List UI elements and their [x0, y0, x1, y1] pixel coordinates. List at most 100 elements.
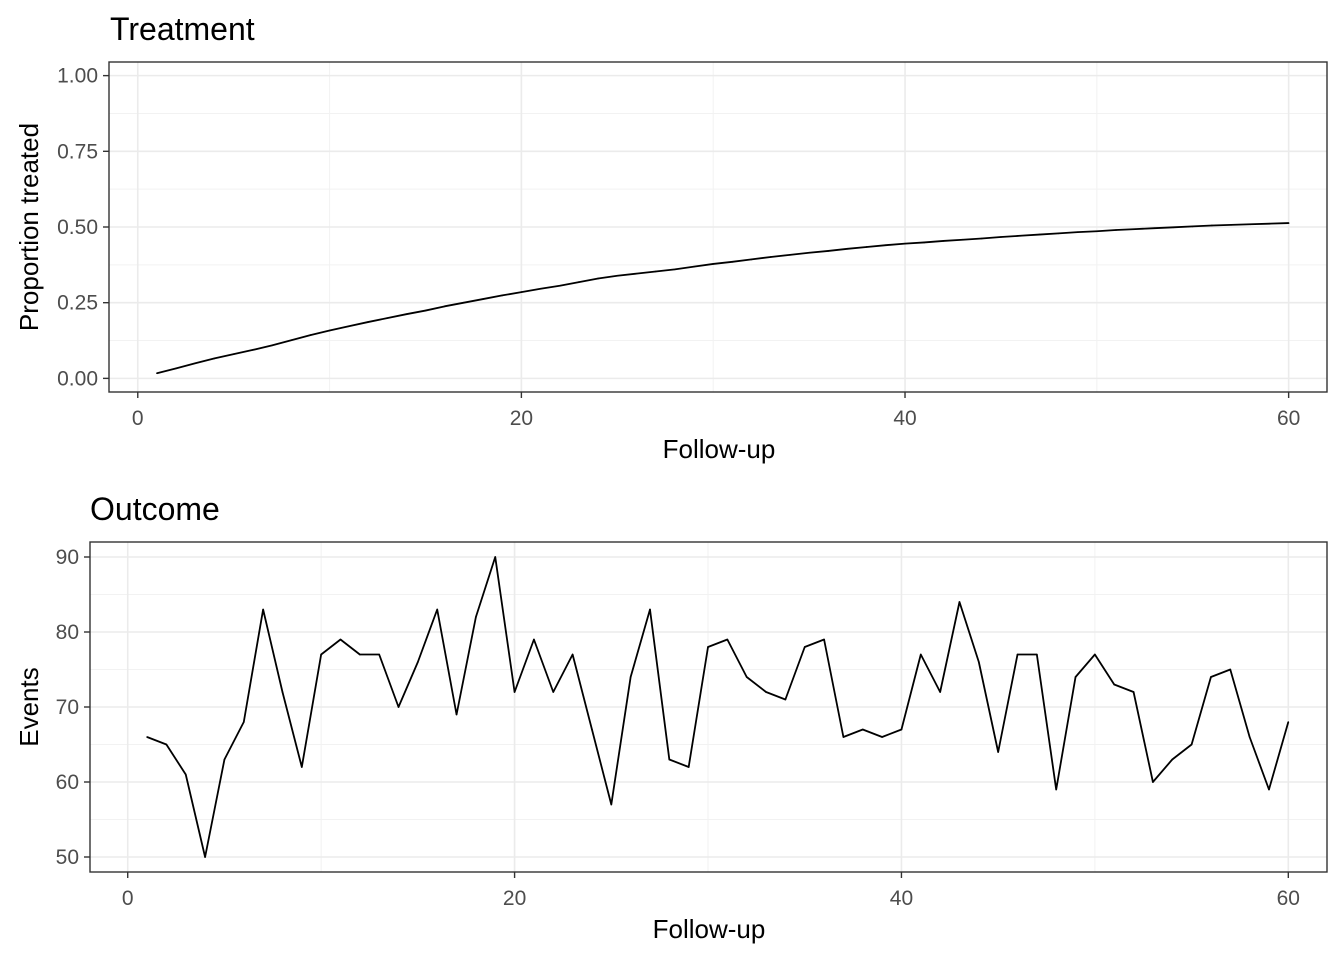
data-point: [1094, 653, 1096, 656]
x-tick-label: 60: [1277, 407, 1300, 430]
data-point: [1171, 758, 1174, 761]
data-point: [978, 661, 980, 663]
chart-title: Outcome: [90, 491, 220, 527]
data-point: [904, 242, 906, 245]
chart-title: Treatment: [110, 11, 255, 47]
data-point: [194, 362, 197, 365]
y-tick-label: 50: [56, 846, 79, 869]
data-point: [533, 638, 535, 641]
data-point: [1172, 226, 1175, 229]
data-point: [386, 317, 388, 319]
data-point: [823, 638, 825, 641]
data-point: [885, 244, 887, 246]
data-point: [242, 721, 245, 723]
x-tick-label: 0: [132, 407, 144, 430]
data-point: [232, 353, 235, 355]
data-point: [339, 638, 342, 641]
data-point: [301, 766, 303, 768]
data-point: [501, 294, 504, 297]
treatment-chart: Treatment 0.00 0.25 0.50 0.75 1.00 0 20 40 60 F…: [14, 11, 1328, 464]
data-point: [290, 339, 293, 342]
data-point: [939, 691, 941, 693]
x-axis-title: Follow-up: [663, 434, 776, 464]
data-point: [1268, 788, 1270, 791]
outcome-chart: Outcome 50 60 70 80 90 0 20 40 60 Follow-up Eve…: [14, 491, 1328, 944]
data-point: [184, 773, 187, 776]
data-point: [942, 240, 945, 242]
data-point: [961, 238, 964, 241]
data-point: [707, 646, 709, 648]
data-point: [223, 758, 226, 761]
outcome-y-axis: 50 60 70 80 90: [56, 546, 90, 869]
data-point: [827, 250, 830, 252]
data-point: [668, 758, 671, 761]
data-point: [513, 691, 516, 693]
data-point: [494, 556, 497, 558]
data-point: [610, 803, 613, 806]
data-point: [1074, 676, 1077, 678]
data-point: [1249, 223, 1252, 226]
data-point: [919, 653, 922, 656]
data-point: [417, 661, 419, 663]
y-tick-label: 80: [56, 621, 79, 644]
data-point: [1132, 691, 1135, 693]
data-point: [1248, 736, 1251, 738]
x-tick-label: 0: [122, 887, 134, 910]
data-point: [552, 691, 555, 693]
data-point: [1038, 233, 1041, 236]
data-point: [367, 321, 369, 323]
data-point: [726, 638, 729, 641]
x-axis-title: Follow-up: [653, 914, 766, 944]
data-point: [1210, 676, 1212, 678]
data-point: [1190, 743, 1193, 746]
data-point: [558, 284, 561, 287]
outcome-series-line: [146, 556, 1290, 858]
data-point: [1115, 229, 1117, 231]
data-point: [1057, 232, 1060, 235]
data-point: [520, 291, 523, 293]
data-point: [175, 367, 177, 370]
data-point: [436, 608, 439, 611]
data-point: [900, 728, 903, 731]
data-point: [463, 301, 465, 304]
data-point: [1191, 225, 1194, 228]
data-point: [281, 691, 284, 693]
data-point: [649, 608, 651, 611]
outcome-grid: [90, 542, 1327, 872]
treatment-x-axis: 0 20 40 60: [132, 392, 1300, 430]
data-point: [146, 736, 148, 738]
data-point: [1211, 224, 1213, 227]
x-tick-label: 20: [510, 407, 533, 430]
y-axis-title: Events: [14, 667, 44, 747]
data-point: [745, 676, 748, 678]
x-tick-label: 40: [893, 407, 916, 430]
y-tick-label: 90: [56, 546, 79, 569]
data-point: [1153, 227, 1156, 230]
y-tick-label: 70: [56, 696, 79, 719]
data-point: [165, 743, 168, 746]
data-point: [252, 349, 254, 351]
data-point: [629, 676, 632, 678]
data-point: [654, 270, 657, 273]
data-point: [1019, 234, 1021, 237]
data-point: [1268, 222, 1271, 225]
data-point: [1287, 222, 1290, 224]
data-point: [923, 241, 925, 244]
data-point: [405, 313, 408, 315]
data-point: [842, 736, 845, 738]
data-point: [455, 713, 458, 716]
y-tick-label: 60: [56, 771, 79, 794]
outcome-x-axis: 0 20 40 60: [122, 872, 1300, 910]
data-point: [674, 268, 676, 271]
data-point: [731, 261, 734, 263]
data-point: [881, 736, 883, 738]
data-point: [347, 325, 350, 328]
y-tick-label: 0.00: [57, 367, 98, 390]
data-point: [1036, 653, 1038, 656]
data-point: [635, 272, 638, 275]
y-tick-label: 0.25: [57, 292, 98, 315]
data-point: [443, 305, 446, 308]
data-point: [750, 258, 753, 261]
data-point: [1229, 668, 1232, 671]
